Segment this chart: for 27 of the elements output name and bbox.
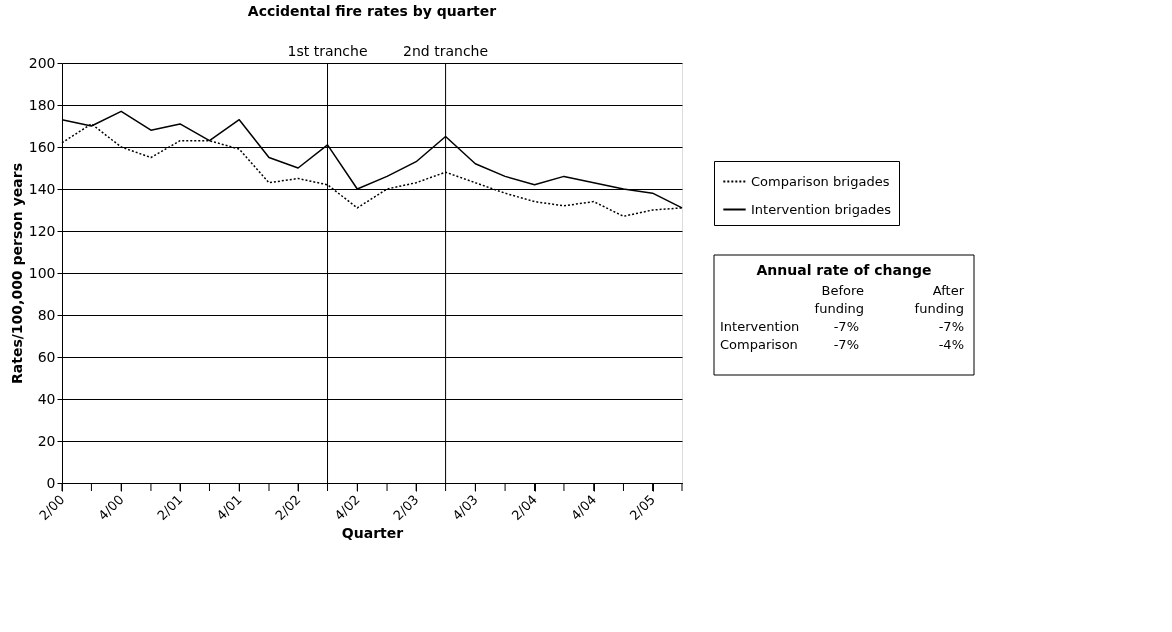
y-tick-label: 180: [28, 96, 56, 113]
text: -7%: [833, 337, 859, 352]
y-tick-label: 140: [28, 180, 56, 197]
y-tick-label: 40: [37, 390, 56, 407]
text: Annual rate of change: [756, 262, 932, 278]
text: Intervention: [720, 319, 800, 334]
y-tick-label: 160: [28, 138, 56, 155]
chart-title: Accidental fire rates by quarter: [247, 3, 497, 19]
y-tick-label: 200: [28, 54, 56, 71]
y-tick-label: 60: [37, 348, 56, 365]
ref-line-label: 1st tranche: [287, 43, 368, 59]
y-tick-label: 80: [37, 306, 56, 323]
legend-label: Comparison brigades: [751, 173, 890, 189]
text: Before funding: [814, 283, 864, 316]
y-tick-label: 20: [37, 432, 56, 449]
text: -4%: [938, 337, 964, 352]
y-tick-label: 0: [46, 474, 56, 491]
x-axis-title: Quarter: [341, 525, 404, 542]
text: -7%: [938, 319, 964, 334]
y-tick-label: 120: [28, 222, 56, 239]
text: -7%: [833, 319, 859, 334]
text: After funding: [914, 283, 965, 316]
text: Comparison: [720, 337, 798, 352]
ref-line-label: 2nd tranche: [403, 43, 489, 59]
y-tick-label: 100: [28, 264, 56, 281]
legend-label: Intervention brigades: [751, 201, 892, 217]
y-axis-title: Rates/100,000 person years: [8, 162, 25, 385]
